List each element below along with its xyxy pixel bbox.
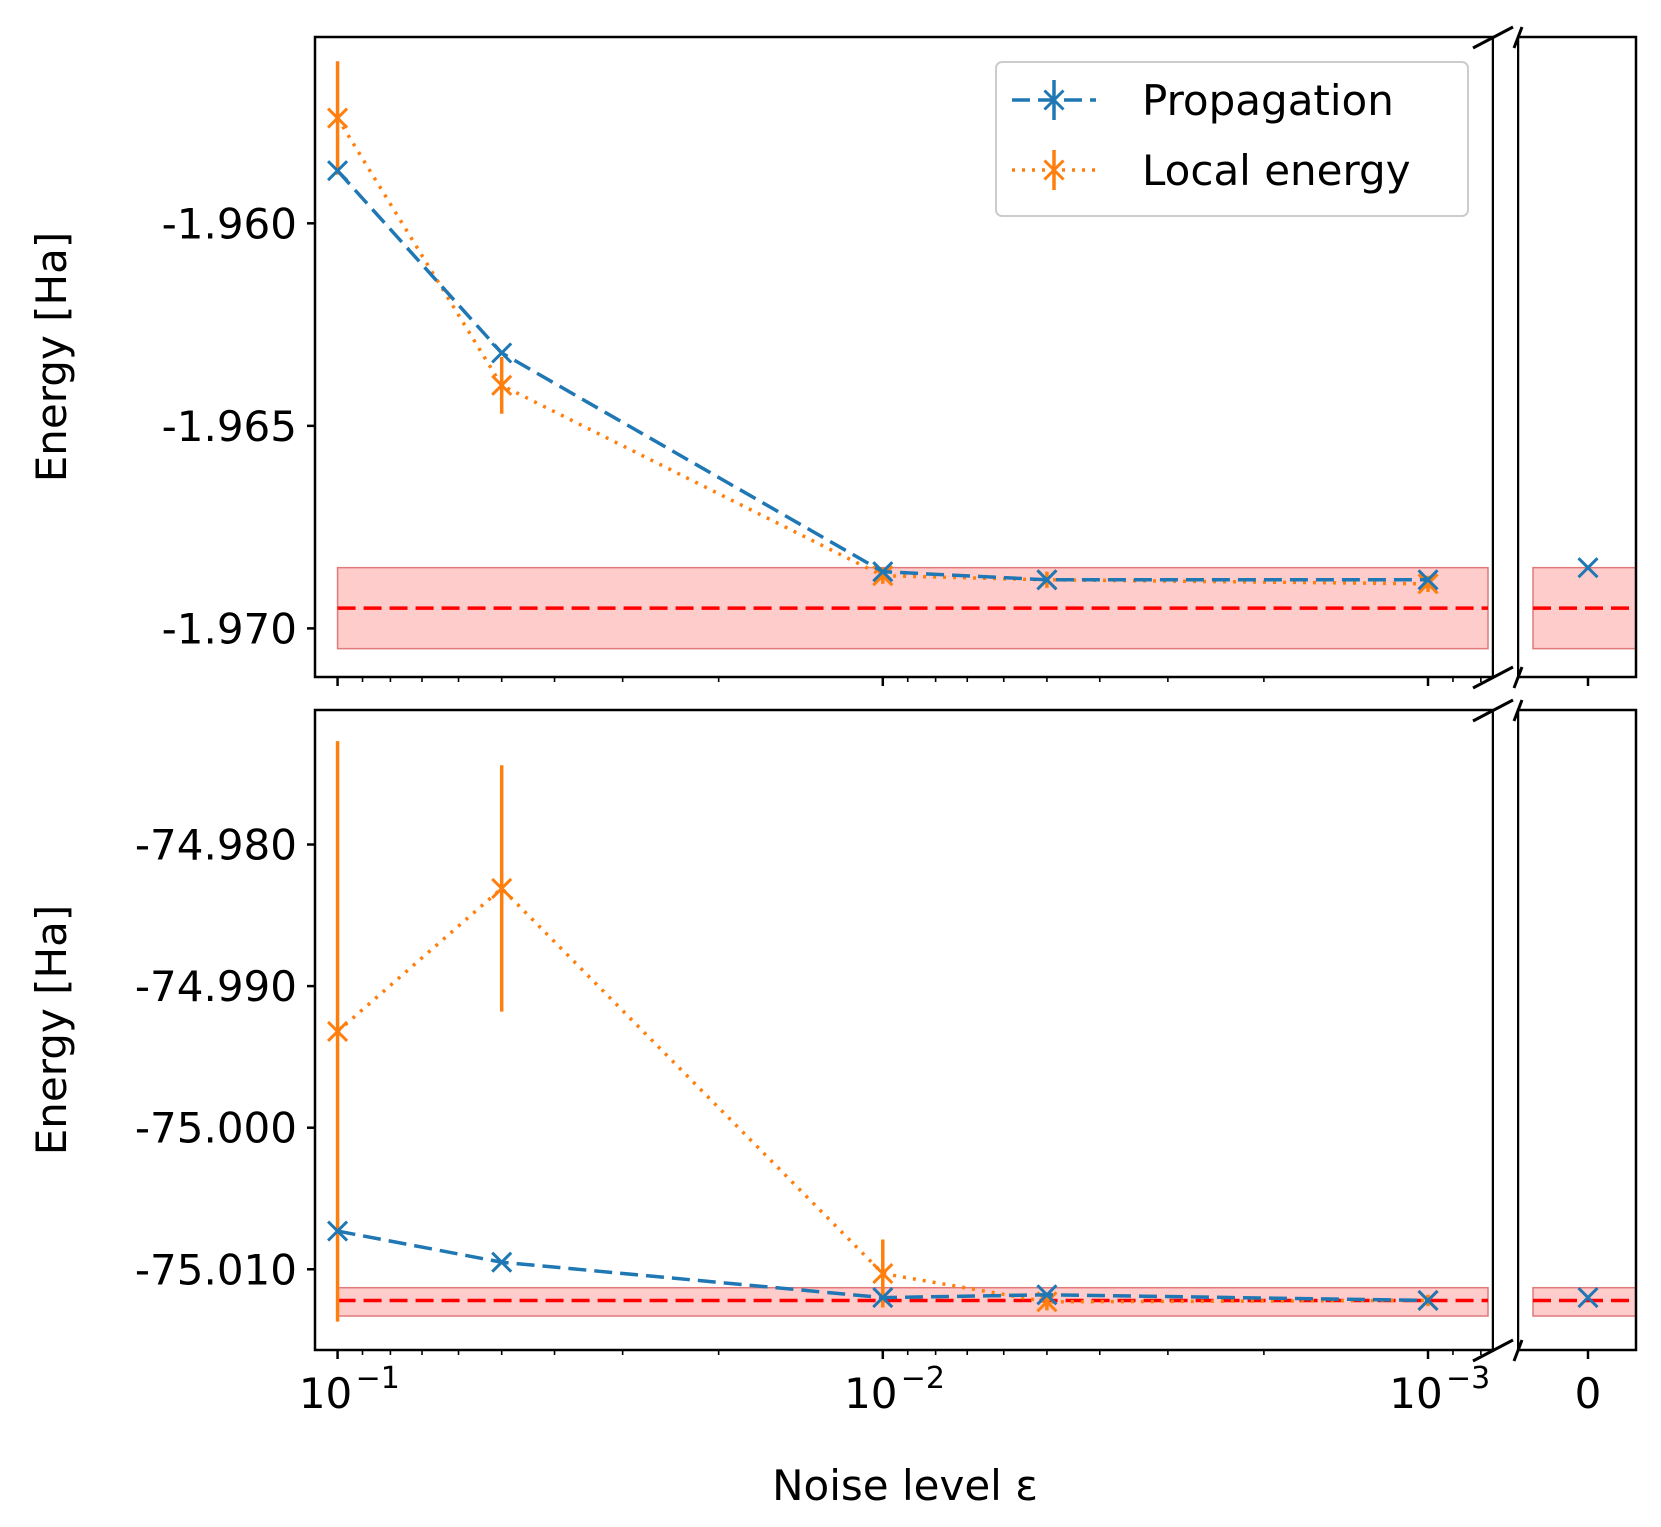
y-tick-label-bottom-3: -75.010 (135, 1245, 297, 1294)
break-mark-mid-upper-left (1472, 665, 1514, 690)
x-tick-label-exponent-0: −1 (356, 1361, 400, 1396)
local-energy-marker-top-1 (491, 374, 513, 396)
propagation-marker-top-1 (491, 342, 513, 364)
x-axis-label: Noise level ε (772, 1461, 1038, 1510)
break-mark-top-right (1512, 26, 1524, 49)
break-mark-bottom-right (1512, 1339, 1524, 1362)
local-energy-marker-bottom-1 (491, 877, 513, 899)
x-axis: 10 −1 10 −2 10 −3 0 (299, 677, 1602, 1418)
top-break-gap-mask (1494, 30, 1517, 685)
break-mark-mid-upper-right (1512, 666, 1524, 689)
propagation-marker-bottom-5 (1577, 1287, 1599, 1309)
legend: Propagation Local energy (995, 61, 1469, 217)
bottom-plot-area (327, 741, 1637, 1322)
propagation-marker-bottom-3 (1036, 1284, 1058, 1306)
top-panel: -1.960 -1.965 -1.970 Energy [Ha] (27, 30, 1638, 685)
top-right-axes-frame (1516, 35, 1638, 679)
top-y-axis-label: Energy [Ha] (27, 232, 76, 482)
legend-propagation-label: Propagation (1142, 76, 1394, 125)
y-tick-label-top-1: -1.965 (162, 402, 297, 451)
bottom-panel: -74.980 -74.990 -75.000 -75.010 Energy [Ha] (27, 703, 1638, 1358)
bottom-right-axes-frame (1516, 708, 1638, 1352)
top-plot-area (327, 61, 1637, 650)
bottom-break-gap-mask (1494, 703, 1517, 1358)
x-tick-label-zero: 0 (1575, 1369, 1602, 1418)
bottom-y-axis-label: Energy [Ha] (27, 905, 76, 1155)
y-tick-label-top-0: -1.960 (162, 199, 297, 248)
local-energy-marker-bottom-2 (872, 1262, 894, 1285)
propagation-marker-top-0 (327, 160, 349, 182)
y-tick-label-bottom-2: -75.000 (135, 1104, 297, 1153)
propagation-marker-bottom-2 (872, 1287, 894, 1309)
x-tick-label-exponent-1: −2 (901, 1361, 945, 1396)
break-mark-bottom-left (1472, 1338, 1514, 1363)
legend-box (995, 61, 1469, 217)
break-mark-top-left (1472, 25, 1514, 50)
top-left-axes-frame (313, 35, 1495, 679)
legend-local-energy-label: Local energy (1142, 146, 1411, 195)
x-tick-label-1: 10 (844, 1369, 897, 1418)
propagation-marker-top-2 (872, 561, 894, 583)
propagation-marker-top-4 (1417, 569, 1439, 591)
x-tick-label-0: 10 (299, 1369, 352, 1418)
local-energy-marker-top-4 (1417, 573, 1439, 595)
legend-entries: Propagation Local energy (1012, 76, 1411, 195)
x-tick-label-2: 10 (1389, 1369, 1442, 1418)
y-tick-label-bottom-0: -74.980 (135, 821, 297, 870)
legend-local-energy-marker (1043, 159, 1065, 181)
break-mark-mid-lower-left (1472, 698, 1514, 723)
legend-propagation-marker (1043, 89, 1065, 111)
x-tick-label-exponent-2: −3 (1446, 1361, 1490, 1396)
local-energy-marker-top-0 (327, 107, 349, 129)
propagation-marker-top-3 (1036, 569, 1058, 591)
y-tick-label-bottom-1: -74.990 (135, 962, 297, 1011)
axis-break-marks (1472, 25, 1524, 1363)
bottom-left-axes-frame (313, 708, 1495, 1352)
bottom-y-axis: -74.980 -74.990 -75.000 -75.010 (135, 821, 315, 1294)
y-tick-label-top-2: -1.970 (162, 604, 297, 653)
local-energy-marker-bottom-0 (327, 1020, 349, 1042)
break-mark-mid-lower-right (1512, 699, 1524, 722)
top-y-axis: -1.960 -1.965 -1.970 (162, 199, 315, 653)
propagation-marker-bottom-0 (327, 1220, 349, 1242)
propagation-marker-bottom-4 (1417, 1289, 1439, 1312)
propagation-marker-top-5 (1577, 557, 1599, 579)
propagation-marker-bottom-1 (491, 1251, 513, 1273)
